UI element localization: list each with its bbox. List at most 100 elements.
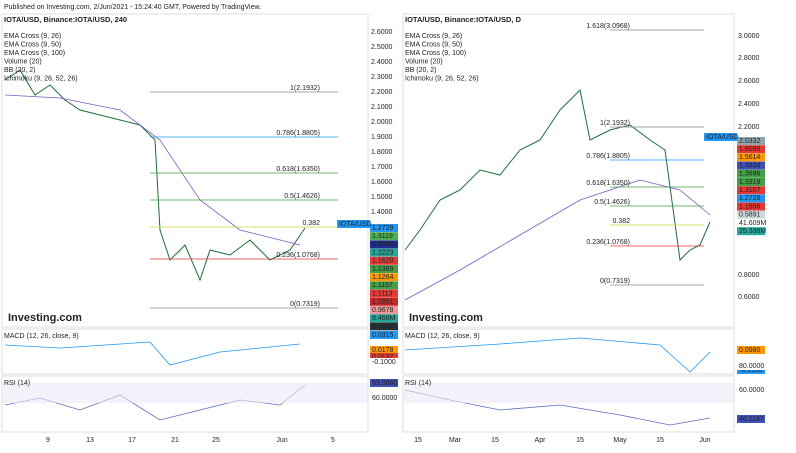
fib-label: 0.236(1.0768) — [276, 252, 320, 259]
price-tag — [737, 227, 765, 236]
price-tag — [737, 145, 765, 154]
price-tag — [370, 240, 398, 249]
y-axis-label: 2.2000 — [738, 124, 760, 131]
x-axis-label: 5 — [331, 437, 335, 444]
y-axis-label: 1.7000 — [371, 164, 393, 171]
price-pane — [402, 13, 735, 328]
ema-line — [4, 94, 301, 246]
price-tag — [737, 202, 765, 211]
price-tag — [737, 186, 765, 195]
y-axis-label: 3.0000 — [738, 33, 760, 40]
price-tag — [370, 273, 398, 282]
rsi-tag — [370, 394, 398, 402]
macd-pane — [402, 328, 735, 375]
price-tag-label: 1.1157 — [372, 282, 393, 289]
price-tag — [737, 161, 765, 170]
rsi-label: RSI (14) — [405, 380, 431, 387]
x-axis-label: 15 — [491, 437, 499, 444]
rsi-tag-label: 80.0000 — [739, 363, 764, 370]
price-tag-label: 1.1264 — [372, 274, 394, 281]
fib-label: 0.786(1.8805) — [276, 130, 320, 137]
price-tag-label: 1.3119 — [372, 233, 393, 240]
price-line — [4, 69, 306, 282]
fib-label: 0.618(1.6350) — [276, 166, 320, 173]
price-tag — [370, 314, 398, 323]
price-tag-label: 1.2223 — [372, 249, 394, 256]
price-tag — [370, 265, 398, 273]
x-axis-label: 21 — [171, 437, 179, 444]
fib-label: 1.618(3.0968) — [586, 23, 630, 30]
chart-title: IOTA/USD, Binance:IOTA/USD, D — [405, 15, 522, 24]
x-axis-label: Jun — [276, 437, 287, 444]
price-tag-label: 1.1113 — [372, 290, 392, 297]
x-axis-label: Jun — [699, 437, 710, 444]
price-tag-label: 1.3107 — [739, 187, 761, 194]
price-tag-label: 1.8099 — [739, 146, 761, 153]
header: Published on Investing.com, 2/Jun/2021 -… — [4, 4, 261, 11]
rsi-tag-label: 69.0660 — [372, 380, 397, 387]
y-axis-label: 2.4000 — [371, 59, 393, 66]
macd-tag-label: -0.1000 — [372, 359, 396, 366]
price-tag-label: 41.609M — [739, 220, 766, 227]
y-axis-label: 1.6000 — [371, 179, 393, 186]
y-axis-label: 0.8000 — [738, 272, 760, 279]
macd-label: MACD (12, 26, close, 9) — [405, 333, 480, 340]
y-axis-label: 2.2000 — [371, 89, 393, 96]
price-tag — [370, 297, 398, 306]
price-tag — [370, 281, 398, 290]
y-axis-label: 1.4000 — [371, 209, 393, 216]
y-axis-label: 2.0000 — [371, 119, 393, 126]
rsi-tag-label: 60.0000 — [372, 395, 397, 402]
legend-item: BB (20, 2) — [405, 67, 437, 74]
macd-tag — [370, 346, 398, 354]
x-axis-label: Apr — [535, 437, 547, 444]
price-tag-label: 1.2729 — [739, 195, 761, 202]
legend-item: Ichimoku (9, 26, 52, 26) — [4, 75, 78, 82]
price-tag-label: 1.1558 — [739, 203, 761, 210]
x-axis-label: May — [613, 437, 627, 444]
ema-line — [404, 179, 711, 301]
macd-label: MACD (12, 26, close, 9) — [4, 333, 79, 340]
price-tag — [737, 153, 765, 162]
x-axis-label: Mar — [449, 437, 462, 444]
price-tag-label: 1.1389 — [372, 266, 394, 273]
price-tag — [737, 210, 765, 219]
x-axis-label: 13 — [86, 437, 94, 444]
legend-item: EMA Cross (9, 100) — [4, 50, 65, 57]
price-tag — [737, 219, 765, 227]
macd-line — [4, 341, 301, 366]
price-tag — [370, 248, 398, 257]
price-tag-label: 0.9678 — [372, 307, 394, 314]
macd-tag-label: 0.0315 — [372, 332, 394, 339]
price-tag — [737, 169, 765, 178]
price-line — [404, 88, 711, 262]
x-axis-label: 15 — [414, 437, 422, 444]
fib-label: 1(2.1932) — [600, 120, 630, 127]
rsi-tag-label: 46.1187 — [739, 416, 764, 423]
price-tag-label: 1.2604 — [372, 241, 394, 248]
legend-item: EMA Cross (9, 50) — [405, 41, 462, 48]
y-axis-label: 2.6000 — [371, 29, 393, 36]
price-tag-label: 9.468M — [372, 315, 396, 322]
price-tag-label: 1.3319 — [739, 179, 761, 186]
price-tag-label: 1.1051 — [372, 299, 394, 306]
legend-item: Volume (20) — [4, 58, 42, 65]
legend-item: EMA Cross (9, 100) — [405, 50, 466, 57]
fib-label: 0.5(1.4626) — [594, 199, 630, 206]
x-axis-label: 25 — [212, 437, 220, 444]
fib-label: 0(0.7319) — [600, 278, 630, 285]
rsi-tag — [737, 415, 765, 423]
y-axis-label: 0.6000 — [738, 294, 760, 301]
rsi-band — [2, 383, 368, 403]
y-axis-label: 1.8000 — [371, 149, 393, 156]
price-tag-label: 1.1620 — [372, 258, 394, 265]
price-tag — [370, 256, 398, 265]
rsi-tag — [370, 379, 398, 387]
macd-line — [404, 337, 711, 373]
price-tag — [370, 322, 398, 331]
macd-tag — [370, 358, 398, 366]
fib-label: 0.382 — [612, 218, 630, 225]
macd-tag-label: 0.0137 — [372, 354, 394, 361]
y-axis-label: 2.1000 — [371, 104, 393, 111]
